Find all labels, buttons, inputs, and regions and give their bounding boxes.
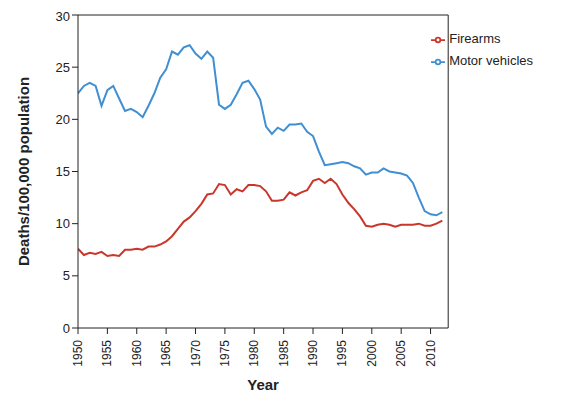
svg-text:1950: 1950: [71, 340, 85, 367]
svg-text:20: 20: [56, 112, 70, 127]
svg-text:1960: 1960: [130, 340, 144, 367]
svg-text:1955: 1955: [100, 340, 114, 367]
svg-text:10: 10: [56, 216, 70, 231]
svg-text:1975: 1975: [218, 340, 232, 367]
svg-text:2010: 2010: [424, 340, 438, 367]
svg-text:1990: 1990: [306, 340, 320, 367]
svg-text:0: 0: [63, 321, 70, 336]
html-text:Firearms: Firearms: [449, 31, 501, 46]
svg-text:1970: 1970: [189, 340, 203, 367]
svg-text:25: 25: [56, 60, 70, 75]
svg-text:1995: 1995: [335, 340, 349, 367]
html-text:Motor vehicles: Motor vehicles: [449, 53, 533, 68]
svg-text:2000: 2000: [365, 340, 379, 367]
svg-text:2005: 2005: [394, 340, 408, 367]
svg-text:1985: 1985: [277, 340, 291, 367]
svg-text:5: 5: [63, 268, 70, 283]
svg-text:1980: 1980: [247, 340, 261, 367]
svg-text:15: 15: [56, 164, 70, 179]
svg-text:1965: 1965: [159, 340, 173, 367]
svg-text:Year: Year: [247, 376, 279, 393]
svg-text:Deaths/100,000 population: Deaths/100,000 population: [15, 77, 32, 266]
svg-text:30: 30: [56, 9, 70, 24]
